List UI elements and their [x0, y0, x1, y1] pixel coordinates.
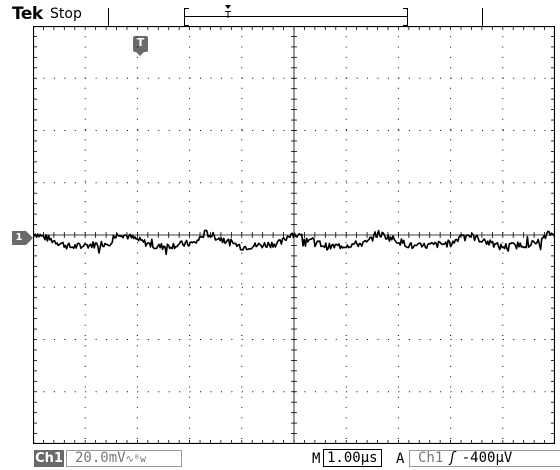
acquisition-status: Stop: [50, 6, 82, 22]
volts-per-div-readout[interactable]: 20.0mV∿ᴮw: [66, 450, 182, 467]
channel-1-waveform: [33, 229, 555, 255]
channel-1-badge[interactable]: Ch1: [34, 450, 64, 467]
trigger-position-glyph: T: [224, 10, 232, 21]
coupling-bandwidth-icon: ∿ᴮw: [125, 454, 146, 465]
main-timebase-label: M: [312, 451, 321, 467]
trigger-position-marker[interactable]: T: [133, 36, 148, 56]
divider: [108, 8, 109, 26]
volts-per-div-value: 20.0mV: [75, 450, 126, 466]
graticule-svg: [33, 26, 555, 444]
rising-edge-icon: ʃ: [448, 450, 457, 466]
readout-bar: Ch1 20.0mV∿ᴮw M 1.00µs A Ch1 ʃ -400µV: [0, 447, 560, 470]
channel-1-level-marker[interactable]: 1: [12, 231, 33, 245]
record-left-bracket: [184, 8, 189, 26]
trigger-level: -400µV: [461, 450, 513, 466]
trigger-position-arrow-icon: [225, 5, 231, 9]
record-position-bar[interactable]: T: [184, 5, 408, 26]
status-bar: Tek Stop T: [0, 0, 560, 26]
divider: [482, 8, 483, 26]
trigger-source: Ch1: [418, 450, 444, 466]
record-line: [184, 16, 408, 17]
trigger-mode-label: A: [396, 451, 405, 467]
time-per-div-readout[interactable]: 1.00µs: [323, 449, 382, 467]
brand-logo: Tek: [12, 4, 43, 24]
record-right-bracket: [403, 8, 408, 26]
trigger-readout[interactable]: Ch1 ʃ -400µV: [409, 450, 560, 467]
graticule-display: [33, 26, 555, 444]
